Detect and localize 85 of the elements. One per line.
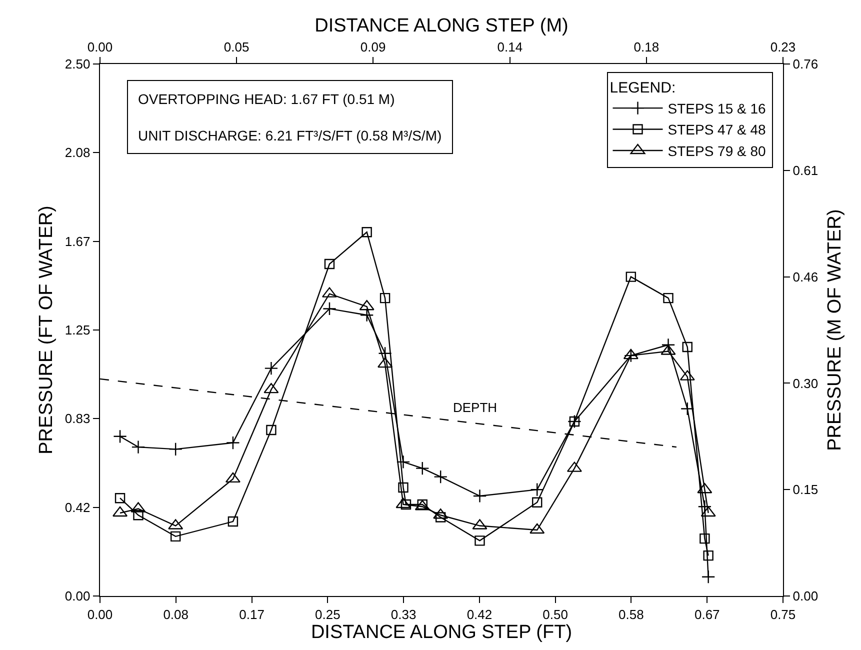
point bbox=[700, 506, 716, 517]
point bbox=[322, 302, 336, 316]
point bbox=[225, 472, 240, 483]
point bbox=[131, 440, 146, 454]
point bbox=[530, 482, 544, 496]
point bbox=[530, 523, 545, 534]
point bbox=[380, 292, 390, 304]
point bbox=[264, 382, 279, 394]
point bbox=[661, 338, 676, 352]
point bbox=[532, 497, 542, 508]
point bbox=[703, 550, 714, 561]
y-tick-label: 2.50 bbox=[64, 56, 90, 72]
x-tick-label: 0.00 bbox=[87, 606, 113, 622]
y-tick-label: 1.25 bbox=[64, 322, 90, 338]
point bbox=[226, 436, 240, 450]
x2-tick-label: 0.05 bbox=[224, 40, 250, 55]
x-tick-label: 0.08 bbox=[163, 606, 189, 622]
point bbox=[170, 531, 181, 542]
point bbox=[700, 533, 710, 544]
point bbox=[472, 489, 487, 503]
y2-tick-label: 0.00 bbox=[792, 588, 818, 604]
y2-tick-label: 0.15 bbox=[792, 482, 818, 498]
point bbox=[434, 470, 448, 484]
y2-tick-label: 0.61 bbox=[792, 162, 818, 178]
x2-tick-label: 0.23 bbox=[770, 40, 796, 55]
annotation: UNIT DISCHARGE: 6.21 FT³/S/FT (0.58 M³/S/M) bbox=[138, 127, 442, 144]
x-tick-label: 0.42 bbox=[466, 606, 492, 622]
point bbox=[378, 346, 392, 360]
point bbox=[398, 482, 408, 493]
point bbox=[474, 536, 485, 546]
y-tick-label: 0.00 bbox=[64, 588, 90, 604]
point bbox=[362, 227, 372, 238]
y2-tick-label: 0.46 bbox=[792, 269, 818, 284]
x-tick-label: 0.17 bbox=[239, 606, 264, 622]
x-tick-label: 0.25 bbox=[315, 606, 340, 622]
point bbox=[133, 510, 144, 520]
x-tick-label: 0.58 bbox=[618, 606, 644, 622]
point bbox=[417, 499, 428, 510]
x-axis-title: DISTANCE ALONG STEP (FT) bbox=[310, 622, 572, 643]
annotation: OVERTOPPING HEAD: 1.67 FT (0.51 M) bbox=[138, 91, 395, 107]
point bbox=[114, 493, 126, 504]
point bbox=[113, 430, 127, 444]
point bbox=[168, 442, 182, 456]
point bbox=[324, 258, 335, 270]
series-label: DEPTH bbox=[453, 400, 498, 415]
point bbox=[663, 292, 674, 304]
point bbox=[624, 348, 638, 362]
y2-axis-title: PRESSURE (M OF WATER) bbox=[824, 209, 846, 451]
point bbox=[396, 455, 410, 469]
x-tick-label: 0.67 bbox=[694, 606, 720, 622]
point bbox=[359, 300, 374, 310]
point bbox=[264, 361, 278, 376]
point bbox=[701, 570, 716, 584]
y-tick-label: 1.67 bbox=[64, 234, 90, 249]
x2-axis-title: DISTANCE ALONG STEP (M) bbox=[314, 16, 568, 37]
point bbox=[682, 342, 692, 352]
legend-title: LEGEND: bbox=[610, 79, 676, 96]
x-tick-label: 0.50 bbox=[542, 606, 568, 622]
legend-label: STEPS 47 & 48 bbox=[668, 122, 766, 138]
point bbox=[626, 272, 636, 282]
x-tick-label: 0.33 bbox=[390, 606, 416, 622]
legend-label: STEPS 15 & 16 bbox=[668, 100, 766, 117]
legend-label: STEPS 79 & 80 bbox=[668, 142, 766, 159]
point bbox=[378, 357, 393, 368]
point bbox=[228, 516, 238, 527]
point bbox=[266, 424, 276, 436]
point bbox=[623, 348, 638, 360]
y-tick-label: 0.83 bbox=[64, 411, 90, 426]
x2-tick-label: 0.09 bbox=[360, 40, 386, 55]
point bbox=[396, 498, 411, 508]
point bbox=[360, 308, 374, 322]
point bbox=[112, 506, 128, 517]
y-tick-label: 0.42 bbox=[64, 500, 90, 515]
x2-tick-label: 0.14 bbox=[497, 40, 523, 55]
point bbox=[400, 499, 412, 510]
point bbox=[435, 512, 446, 522]
point bbox=[680, 402, 694, 416]
x2-tick-label: 0.00 bbox=[87, 40, 113, 55]
y2-tick-label: 0.76 bbox=[792, 56, 818, 72]
x-tick-label: 0.75 bbox=[770, 606, 796, 622]
x2-tick-label: 0.18 bbox=[634, 40, 660, 55]
y-tick-label: 2.08 bbox=[64, 145, 90, 160]
y-axis-title: PRESSURE (FT OF WATER) bbox=[36, 206, 57, 454]
y2-tick-label: 0.30 bbox=[792, 376, 818, 391]
point bbox=[415, 461, 430, 476]
